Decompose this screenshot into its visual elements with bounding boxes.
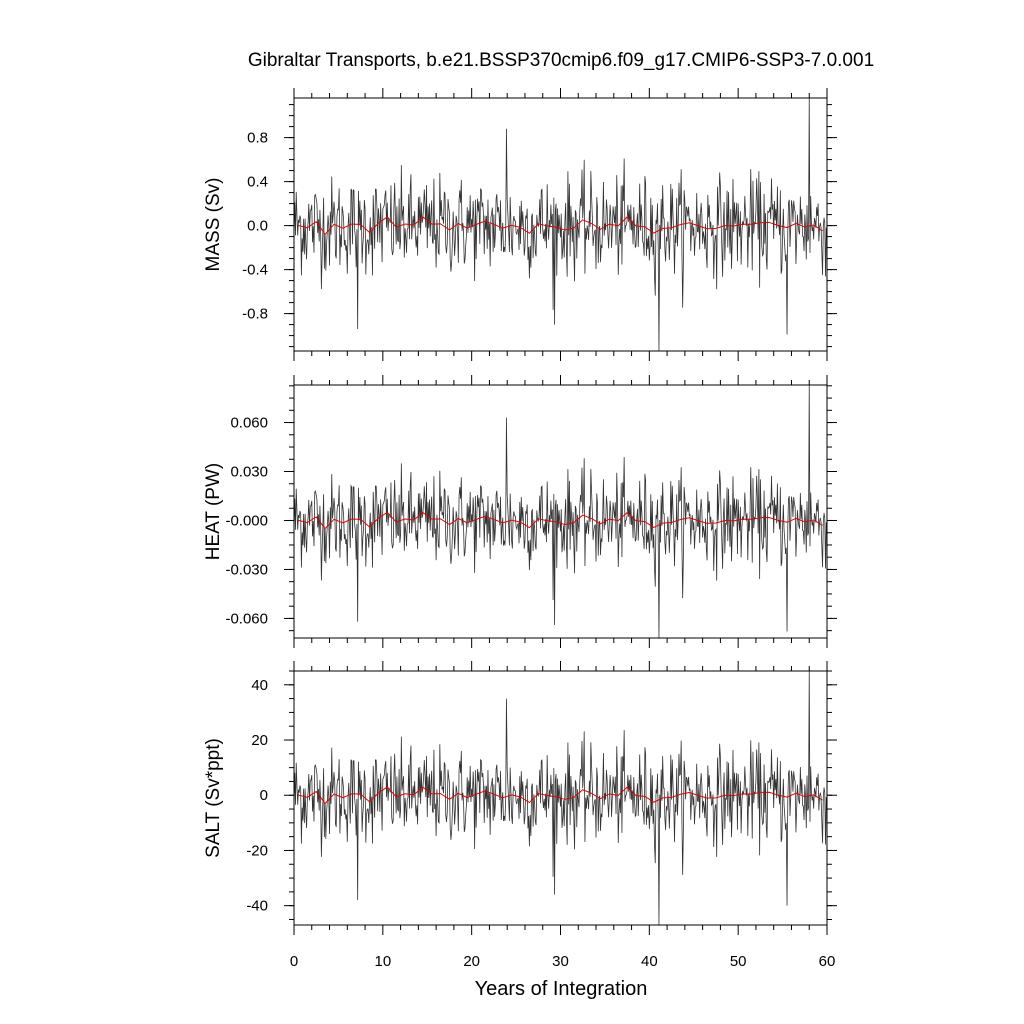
monthly-series-line — [294, 671, 827, 925]
y-axis-label: SALT (Sv*ppt) — [203, 738, 224, 858]
x-tick-label: 60 — [819, 953, 836, 970]
x-tick-label: 10 — [374, 953, 391, 970]
monthly-series-line — [294, 98, 827, 351]
panels: 0.8 0.4 0.0 -0.4 -0.8 MASS (Sv) 0.060 0.030 -0.0… — [203, 88, 837, 935]
annual-mean-line — [298, 786, 823, 805]
y-tick-label: 0.8 — [247, 130, 268, 147]
y-tick-label: -0.8 — [242, 306, 268, 323]
annual-mean-line — [298, 511, 823, 530]
monthly-series-line — [294, 385, 827, 638]
y-tick-label: 0 — [260, 787, 268, 804]
chart-title: Gibraltar Transports, b.e21.BSSP370cmip6… — [248, 50, 874, 71]
y-axis-label: HEAT (PW) — [203, 463, 224, 560]
y-tick-label: 0.0 — [247, 218, 268, 235]
x-tick-label: 30 — [552, 953, 569, 970]
x-tick-label: 40 — [641, 953, 658, 970]
y-tick-label: 40 — [251, 677, 268, 694]
x-axis: 0 10 20 30 40 50 60 — [290, 953, 836, 970]
y-tick-label: 0.060 — [230, 415, 268, 432]
y-tick-label: 0.030 — [230, 464, 268, 481]
y-tick-label: -0.030 — [225, 561, 268, 578]
panel-1: 0.8 0.4 0.0 -0.4 -0.8 MASS (Sv) — [203, 88, 837, 361]
y-tick-label: -0.4 — [242, 262, 268, 279]
x-tick-label: 20 — [463, 953, 480, 970]
x-tick-label: 0 — [290, 953, 298, 970]
y-tick-label: -40 — [246, 898, 268, 915]
y-tick-label: -0.060 — [225, 610, 268, 627]
panel-2: 0.060 0.030 -0.000 -0.030 -0.060 HEAT (PW) — [203, 375, 837, 648]
y-tick-label: -20 — [246, 842, 268, 859]
y-tick-label: -0.000 — [225, 512, 268, 529]
annual-mean-line — [298, 216, 823, 236]
y-axis-label: MASS (Sv) — [203, 178, 224, 272]
x-tick-label: 50 — [730, 953, 747, 970]
panel-3: 40 20 0 -20 -40 SALT (Sv*ppt) — [203, 661, 837, 935]
y-tick-label: 0.4 — [247, 174, 268, 191]
x-axis-label: Years of Integration — [475, 978, 648, 1000]
y-tick-label: 20 — [251, 732, 268, 749]
